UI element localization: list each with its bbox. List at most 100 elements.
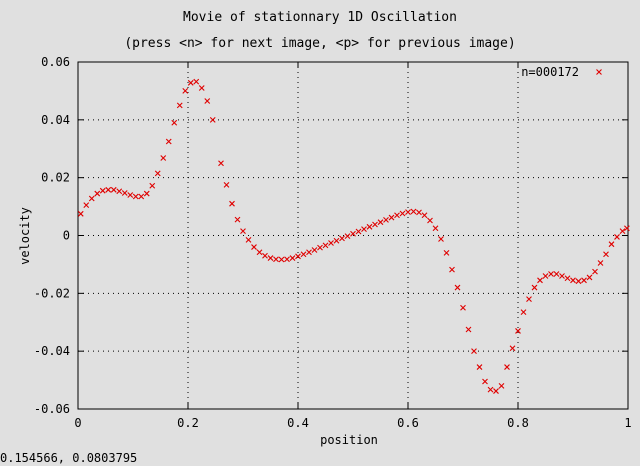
data-point	[350, 230, 356, 237]
y-tick-label: -0.06	[34, 402, 70, 416]
data-point	[267, 255, 274, 261]
data-point	[295, 253, 301, 260]
data-point	[548, 271, 554, 277]
data-point	[471, 348, 477, 355]
data-point	[171, 119, 178, 126]
data-point	[251, 244, 257, 250]
data-point	[284, 256, 290, 263]
data-point	[234, 216, 241, 223]
data-point	[432, 225, 439, 232]
data-point	[410, 208, 417, 215]
data-point	[597, 260, 604, 266]
x-tick-label: 1	[624, 416, 631, 430]
y-tick-label: 0.02	[41, 171, 70, 185]
data-point	[388, 214, 395, 221]
data-point	[99, 187, 106, 194]
data-point	[165, 138, 172, 145]
data-point	[509, 345, 516, 352]
data-point	[537, 277, 543, 284]
data-point	[592, 268, 598, 275]
data-point	[116, 188, 123, 195]
data-point	[482, 378, 488, 385]
data-point	[121, 190, 128, 196]
data-point	[132, 193, 139, 200]
data-point	[204, 98, 211, 104]
data-points	[77, 78, 630, 394]
data-point	[289, 255, 296, 261]
data-point	[229, 200, 235, 207]
data-point	[465, 326, 472, 333]
data-point	[405, 209, 411, 215]
coordinate-readout: 0.154566, 0.0803795	[0, 451, 138, 465]
data-point	[603, 251, 609, 258]
x-tick-label: 0	[74, 416, 81, 430]
data-point	[176, 102, 183, 109]
data-point	[300, 251, 307, 258]
data-point	[504, 364, 510, 370]
data-point	[427, 217, 433, 224]
data-point	[443, 249, 450, 256]
data-point	[240, 228, 246, 235]
data-point	[154, 170, 161, 177]
axis-ticks: 0 0.2 0.4 0.6 0.8 1 -0.06 -0.04 -0.02 0 0.02 0.04 0.…	[34, 55, 632, 430]
data-point	[138, 193, 145, 200]
data-point	[575, 278, 582, 285]
data-point	[105, 186, 112, 193]
data-point	[399, 210, 406, 217]
data-point	[193, 78, 200, 85]
data-point	[542, 273, 549, 279]
y-tick-label: 0	[63, 229, 70, 243]
data-point	[218, 160, 224, 167]
legend-marker-glyph	[596, 69, 602, 75]
data-point	[361, 226, 367, 233]
data-point	[564, 275, 571, 282]
data-point	[586, 274, 593, 281]
y-axis-label: velocity	[18, 207, 32, 265]
data-point	[553, 271, 560, 277]
data-point	[421, 212, 428, 219]
data-point	[416, 209, 422, 216]
grid-lines	[78, 62, 628, 409]
data-point	[619, 228, 626, 235]
data-point	[570, 277, 576, 284]
data-point	[438, 236, 444, 242]
data-point	[614, 234, 620, 240]
chart-title: Movie of stationnary 1D Oscillation	[183, 10, 457, 25]
data-point	[322, 242, 329, 249]
data-point	[273, 256, 279, 263]
data-point	[608, 241, 615, 248]
data-point	[317, 244, 323, 251]
x-tick-label: 0.6	[397, 416, 419, 430]
data-point	[377, 219, 384, 226]
data-point	[344, 233, 351, 239]
chart-subtitle: (press <n> for next image, <p> for previ…	[124, 36, 516, 51]
data-point	[278, 256, 285, 263]
data-point	[454, 284, 461, 291]
y-tick-label: -0.04	[34, 344, 70, 358]
data-point	[531, 284, 538, 291]
x-axis-label: position	[320, 433, 378, 447]
data-point	[366, 223, 373, 230]
x-tick-label: 0.8	[507, 416, 529, 430]
data-point	[209, 116, 216, 123]
data-point	[127, 192, 134, 198]
data-point	[559, 273, 565, 279]
data-point	[328, 240, 334, 246]
data-point	[498, 382, 505, 389]
data-point	[460, 304, 466, 311]
x-tick-label: 0.2	[177, 416, 199, 430]
data-point	[372, 221, 378, 228]
data-point	[487, 386, 494, 393]
y-tick-label: -0.02	[34, 286, 70, 300]
legend-marker	[596, 69, 602, 75]
data-point	[187, 79, 194, 86]
data-point	[526, 296, 532, 303]
data-point	[476, 364, 483, 370]
data-point	[520, 309, 527, 316]
data-point	[143, 190, 150, 197]
data-point	[110, 186, 117, 193]
data-point	[581, 277, 587, 284]
y-tick-label: 0.04	[41, 113, 70, 127]
data-point	[394, 212, 400, 219]
data-point	[83, 202, 90, 209]
